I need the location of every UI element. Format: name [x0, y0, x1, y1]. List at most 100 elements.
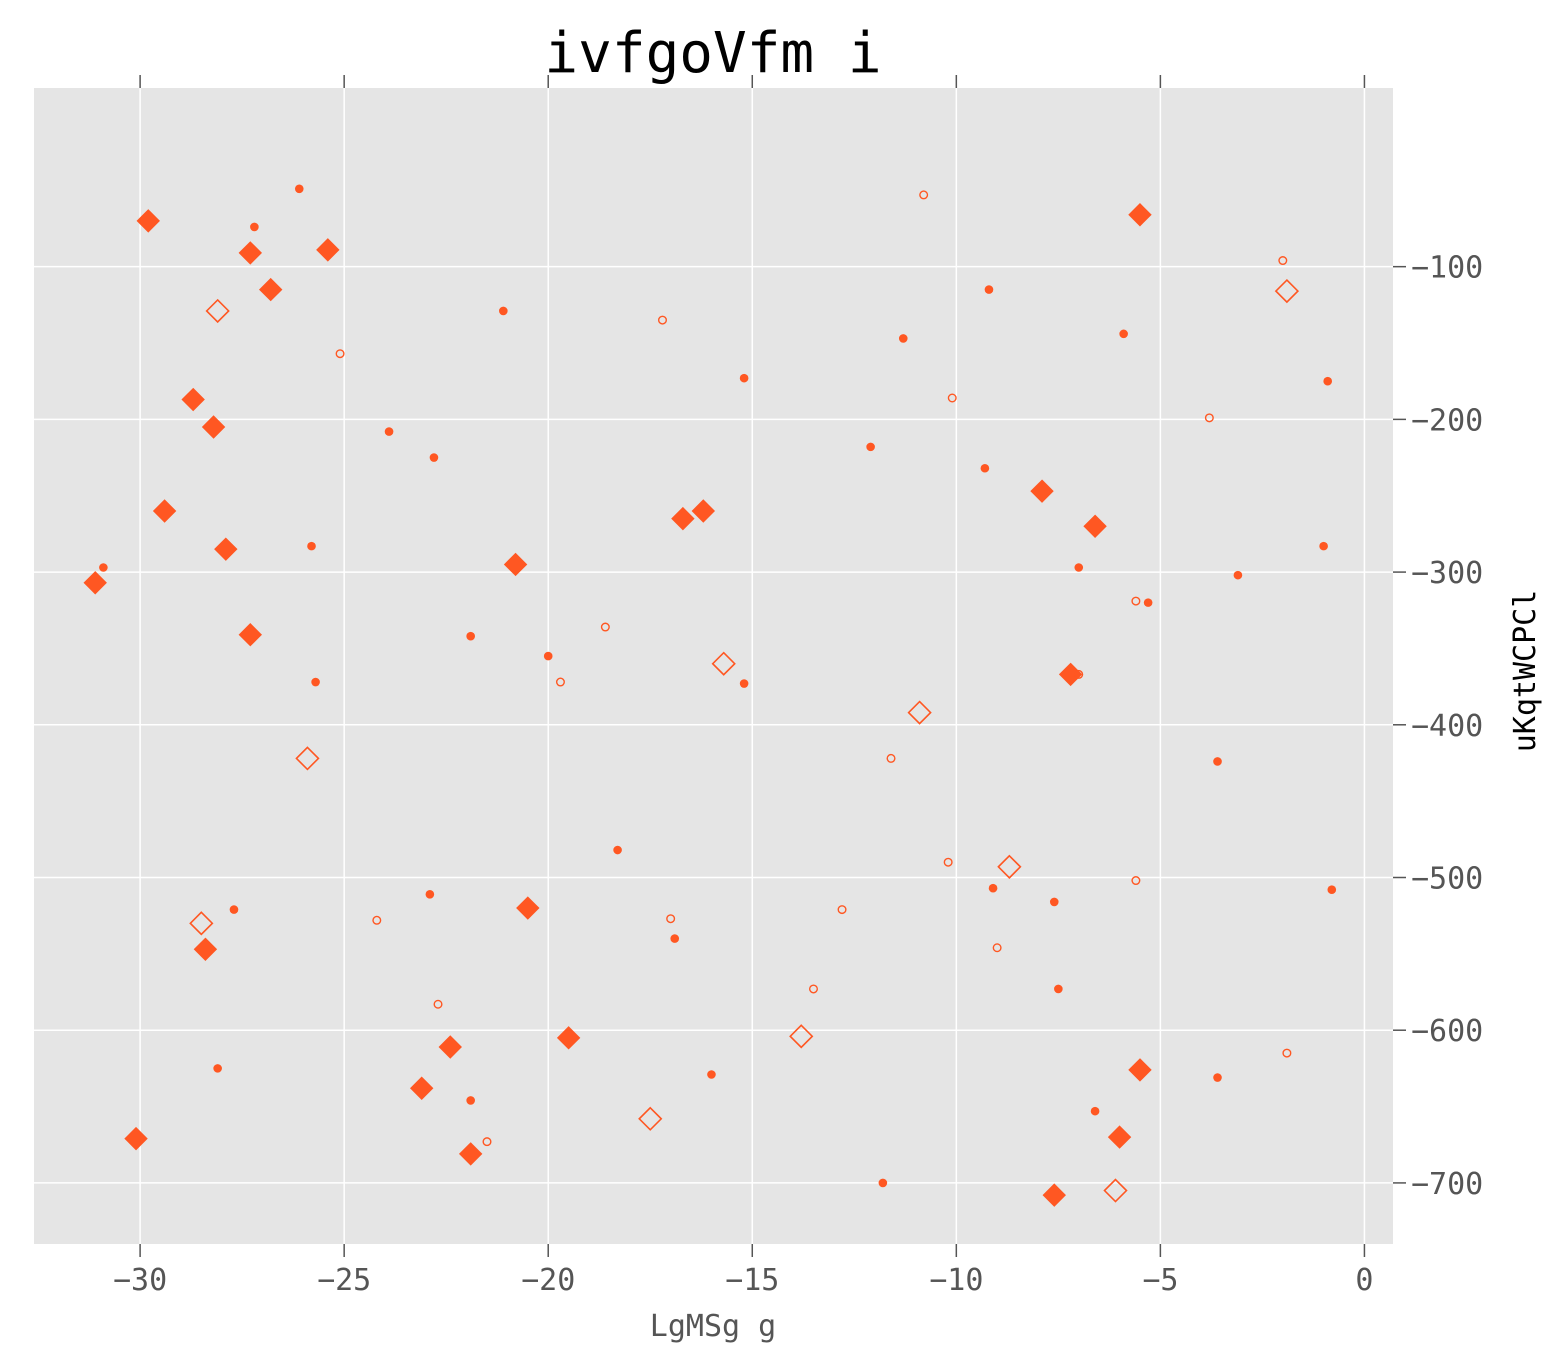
point-circle-filled — [466, 1096, 475, 1105]
point-circle-filled — [466, 631, 475, 641]
point-circle-filled — [707, 1070, 716, 1079]
point-circle-open — [837, 905, 847, 915]
point-circle-open — [666, 914, 676, 924]
point-circle-filled — [670, 934, 680, 943]
point-circle-filled — [980, 463, 990, 473]
point-circle-open — [943, 857, 953, 867]
point-diamond-open — [907, 700, 932, 725]
point-diamond-open — [1103, 1178, 1128, 1203]
x-tick-label: −25 — [317, 1263, 371, 1298]
x-tick-label: 0 — [1355, 1263, 1373, 1298]
point-diamond-filled — [181, 387, 205, 412]
point-circle-filled — [988, 883, 998, 893]
point-circle-open — [919, 190, 929, 200]
x-tick-label: −15 — [725, 1263, 779, 1298]
point-circle-filled — [499, 306, 508, 316]
y-tick-label: −600 — [1411, 1014, 1483, 1049]
point-diamond-filled — [671, 506, 695, 531]
point-circle-open — [808, 984, 818, 994]
point-diamond-filled — [1107, 1125, 1132, 1149]
point-circle-filled — [229, 905, 239, 914]
point-circle-filled — [311, 677, 320, 687]
point-circle-filled — [213, 1064, 222, 1073]
point-circle-open — [372, 915, 382, 925]
point-diamond-open — [638, 1106, 663, 1131]
point-diamond-filled — [238, 241, 263, 265]
y-axis-label: uKqtWCPCl — [1508, 590, 1543, 753]
point-circle-filled — [878, 1178, 888, 1188]
y-tick-label: −400 — [1411, 709, 1483, 744]
point-diamond-filled — [1128, 1058, 1152, 1082]
point-circle-filled — [307, 541, 316, 551]
x-tick-label: −10 — [929, 1263, 983, 1298]
point-diamond-filled — [201, 415, 226, 439]
point-circle-filled — [1143, 598, 1153, 607]
point-diamond-filled — [152, 499, 177, 523]
y-tick-label: −100 — [1411, 251, 1483, 286]
point-circle-filled — [294, 184, 304, 194]
point-circle-filled — [1319, 541, 1328, 551]
point-diamond-filled — [238, 622, 263, 647]
point-circle-open — [657, 315, 667, 325]
point-circle-open — [1282, 1048, 1292, 1058]
point-circle-filled — [99, 563, 108, 572]
point-diamond-filled — [258, 277, 283, 302]
point-circle-open — [886, 753, 896, 763]
point-diamond-filled — [1128, 203, 1152, 227]
point-diamond-filled — [503, 552, 528, 577]
point-diamond-filled — [83, 571, 107, 595]
point-diamond-open — [997, 854, 1022, 879]
chart-title: ivfgoVfm i — [544, 21, 881, 86]
point-diamond-open — [295, 746, 320, 771]
point-circle-filled — [1323, 376, 1333, 386]
point-circle-open — [1131, 596, 1141, 606]
point-circle-open — [482, 1137, 492, 1147]
point-diamond-filled — [136, 209, 160, 233]
point-circle-filled — [429, 453, 439, 462]
point-diamond-filled — [438, 1035, 462, 1059]
point-circle-open — [600, 622, 610, 632]
y-tick-label: −500 — [1411, 862, 1483, 897]
y-tick-label: −200 — [1411, 403, 1483, 438]
point-circle-filled — [1074, 563, 1084, 572]
point-diamond-filled — [124, 1126, 148, 1151]
point-circle-filled — [1213, 757, 1222, 766]
point-circle-open — [555, 677, 565, 687]
point-circle-filled — [1119, 329, 1128, 339]
point-diamond-filled — [516, 896, 540, 920]
point-diamond-open — [1274, 278, 1300, 304]
x-axis-label: LgMSg g — [650, 1309, 776, 1344]
y-tick-label: −300 — [1411, 556, 1483, 591]
point-circle-filled — [1213, 1073, 1222, 1082]
point-circle-open — [947, 393, 957, 403]
point-circle-open — [992, 943, 1002, 953]
point-circle-filled — [1090, 1106, 1100, 1116]
x-tick-label: −20 — [521, 1263, 575, 1298]
point-diamond-filled — [316, 238, 340, 262]
point-circle-open — [1074, 669, 1084, 679]
point-diamond-filled — [556, 1026, 581, 1050]
point-diamond-filled — [1042, 1183, 1066, 1207]
point-circle-open — [433, 999, 443, 1009]
point-diamond-open — [711, 651, 736, 676]
plot-area — [34, 88, 1393, 1244]
axis-ticks: −30 −25 −20 −15 −10 −5 0 −100 −200 −300 −400 −500 −6… — [113, 75, 1483, 1298]
grid-lines — [34, 88, 1393, 1244]
point-diamond-filled — [214, 537, 238, 561]
x-tick-label: −5 — [1142, 1263, 1178, 1298]
point-diamond-filled — [458, 1142, 483, 1166]
point-diamond-open — [205, 298, 230, 324]
point-circle-open — [335, 349, 345, 359]
point-circle-filled — [543, 651, 553, 661]
point-circle-filled — [1327, 885, 1337, 895]
point-circle-filled — [613, 845, 622, 855]
point-circle-filled — [866, 442, 875, 452]
point-circle-filled — [739, 373, 749, 383]
point-circle-open — [1204, 413, 1214, 423]
data-points — [83, 184, 1337, 1207]
point-circle-filled — [1054, 984, 1063, 994]
point-diamond-filled — [409, 1076, 434, 1100]
point-diamond-filled — [1083, 514, 1107, 538]
point-circle-open — [1131, 876, 1141, 886]
